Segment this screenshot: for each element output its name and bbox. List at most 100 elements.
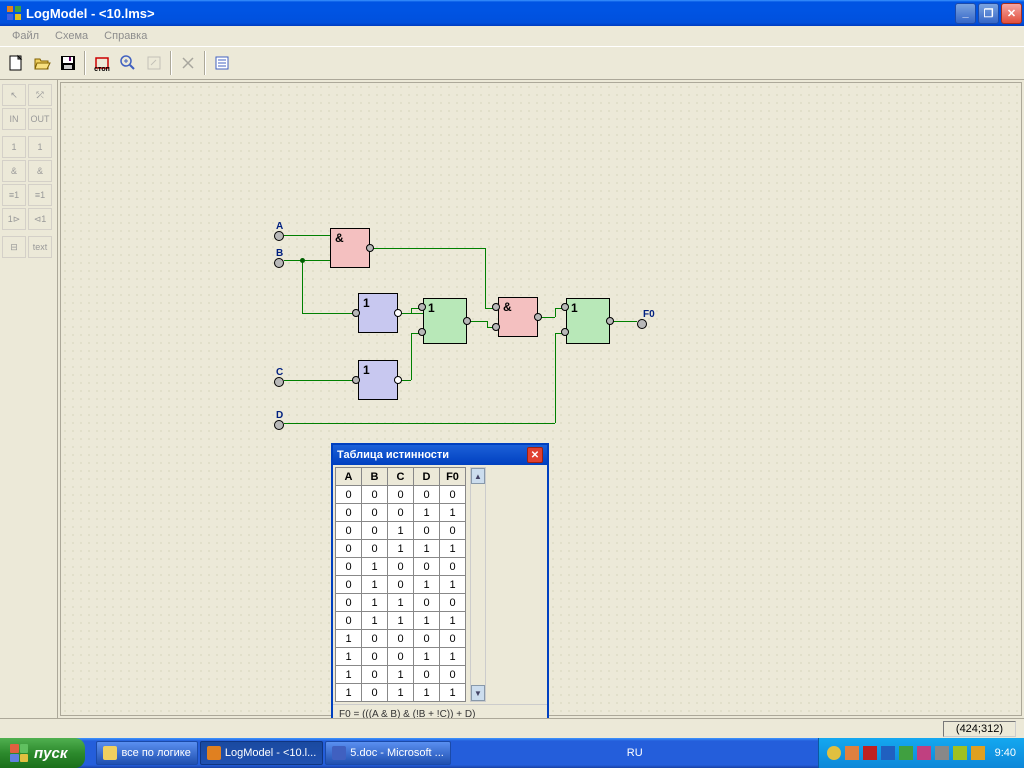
start-button[interactable]: пуск (0, 738, 85, 768)
or-r-tool[interactable]: ≡1 (28, 184, 52, 206)
gate-g5[interactable]: & (498, 297, 538, 337)
close-button[interactable]: ✕ (1001, 3, 1022, 24)
list-button[interactable] (210, 51, 234, 75)
table-row: 00000 (336, 486, 466, 504)
wire (555, 308, 556, 317)
taskbar-item-word[interactable]: 5.doc - Microsoft ... (325, 741, 451, 765)
port-node (606, 317, 614, 325)
one-r-tool[interactable]: 1 (28, 136, 52, 158)
switch-tool[interactable]: ⊟ (2, 236, 26, 258)
save-button[interactable] (56, 51, 80, 75)
wire (284, 260, 330, 261)
port-node (352, 309, 360, 317)
tray-icon[interactable] (953, 746, 967, 760)
truth-table-titlebar[interactable]: Таблица истинности ✕ (333, 445, 547, 465)
input-node-A[interactable] (274, 231, 284, 241)
wire-junction (300, 258, 305, 263)
canvas[interactable]: Таблица истинности ✕ ABCDF0 000000001100… (60, 82, 1022, 716)
menu-help[interactable]: Справка (96, 28, 155, 44)
th-B: B (362, 468, 388, 486)
wire (284, 423, 555, 424)
out-tool[interactable]: OUT (28, 108, 52, 130)
port-node (561, 303, 569, 311)
maximize-button[interactable]: ❐ (978, 3, 999, 24)
language-indicator[interactable]: RU (621, 747, 649, 759)
titlebar: LogModel - <10.lms> _ ❐ ✕ (0, 0, 1024, 26)
truth-table-window[interactable]: Таблица истинности ✕ ABCDF0 000000001100… (331, 443, 549, 726)
cut-button[interactable] (176, 51, 200, 75)
one-l-tool[interactable]: 1 (2, 136, 26, 158)
tray-icon[interactable] (827, 746, 841, 760)
word-icon (332, 746, 346, 760)
menubar: Файл Схема Справка (0, 26, 160, 46)
taskbar-item-logmodel[interactable]: LogModel - <10.l... (200, 741, 323, 765)
stop-button[interactable]: стоп (90, 51, 114, 75)
truth-table-scrollbar[interactable]: ▲ ▼ (470, 467, 486, 702)
not-r-tool[interactable]: ⊲1 (28, 208, 52, 230)
scroll-up-button[interactable]: ▲ (471, 468, 485, 484)
wire (610, 321, 637, 322)
and-r-tool[interactable]: & (28, 160, 52, 182)
gate-g4[interactable]: 1 (423, 298, 467, 344)
menu-scheme[interactable]: Схема (47, 28, 96, 44)
arrow-tool[interactable]: ↖ (2, 84, 26, 106)
in-tool[interactable]: IN (2, 108, 26, 130)
system-tray[interactable]: 9:40 (818, 738, 1024, 768)
gate-g1[interactable]: & (330, 228, 370, 268)
wire (284, 235, 330, 236)
wire (485, 248, 486, 308)
table-row: 00111 (336, 540, 466, 558)
truth-table-close-button[interactable]: ✕ (527, 447, 543, 463)
taskbar-item-folder[interactable]: все по логике (96, 741, 197, 765)
wire (370, 248, 485, 249)
and-l-tool[interactable]: & (2, 160, 26, 182)
table-row: 01011 (336, 576, 466, 594)
status-coords: (424;312) (943, 721, 1016, 737)
table-row: 10011 (336, 648, 466, 666)
tool-palette: ↖⤱ INOUT 11 && ≡1≡1 1⊳⊲1 ⊟text (0, 80, 58, 718)
wire (411, 333, 412, 380)
window-title: LogModel - <10.lms> (26, 6, 955, 21)
table-row: 10000 (336, 630, 466, 648)
tray-icon[interactable] (881, 746, 895, 760)
th-D: D (414, 468, 440, 486)
gate-g6[interactable]: 1 (566, 298, 610, 344)
tray-icon[interactable] (863, 746, 877, 760)
wire (302, 260, 303, 313)
not-l-tool[interactable]: 1⊳ (2, 208, 26, 230)
th-C: C (388, 468, 414, 486)
truth-table: ABCDF0 000000001100100001110100001011011… (335, 467, 466, 702)
statusbar: (424;312) (0, 718, 1024, 738)
truth-table-title: Таблица истинности (337, 449, 449, 461)
port-node (418, 328, 426, 336)
input-node-C[interactable] (274, 377, 284, 387)
tray-icon[interactable] (845, 746, 859, 760)
taskbar: пуск все по логике LogModel - <10.l... 5… (0, 738, 1024, 768)
tray-icon[interactable] (917, 746, 931, 760)
port-node (366, 244, 374, 252)
th-A: A (336, 468, 362, 486)
zoom-button[interactable] (116, 51, 140, 75)
clock[interactable]: 9:40 (995, 747, 1016, 759)
text-tool[interactable]: text (28, 236, 52, 258)
gate-g2[interactable]: 1 (358, 293, 398, 333)
or-l-tool[interactable]: ≡1 (2, 184, 26, 206)
input-node-D[interactable] (274, 420, 284, 430)
tray-icon[interactable] (899, 746, 913, 760)
new-button[interactable] (4, 51, 28, 75)
tray-icon[interactable] (971, 746, 985, 760)
edit-button[interactable] (142, 51, 166, 75)
wire (284, 380, 358, 381)
minimize-button[interactable]: _ (955, 3, 976, 24)
output-label: F0 (643, 309, 655, 320)
scroll-down-button[interactable]: ▼ (471, 685, 485, 701)
windows-logo-icon (10, 744, 28, 762)
open-button[interactable] (30, 51, 54, 75)
input-node-B[interactable] (274, 258, 284, 268)
move-tool[interactable]: ⤱ (28, 84, 52, 106)
menu-file[interactable]: Файл (4, 28, 47, 44)
wire (555, 333, 556, 423)
output-node[interactable] (637, 319, 647, 329)
gate-g3[interactable]: 1 (358, 360, 398, 400)
tray-icon[interactable] (935, 746, 949, 760)
